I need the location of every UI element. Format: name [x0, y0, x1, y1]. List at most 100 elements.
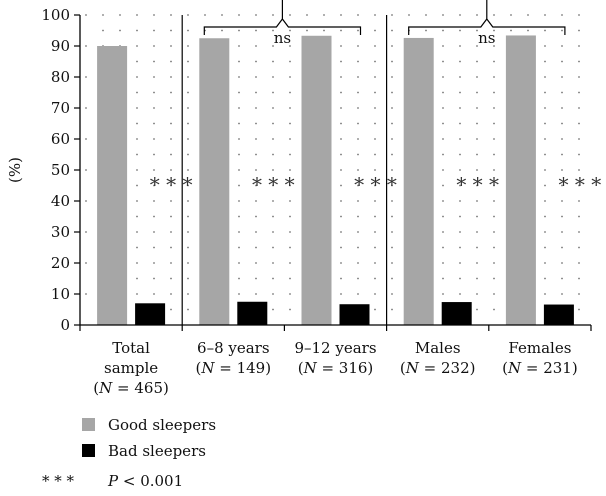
grid-dot — [187, 76, 189, 78]
grid-dot — [136, 153, 138, 156]
grid-dot — [119, 29, 121, 32]
grid-dot — [272, 308, 274, 311]
grid-dot — [204, 14, 206, 16]
legend-label: Good sleepers — [108, 416, 216, 434]
bar-good-sleepers — [199, 38, 230, 325]
grid-dot — [493, 293, 495, 295]
grid-dot — [136, 262, 138, 264]
significance-marker: * * * — [252, 173, 295, 197]
grid-dot — [272, 45, 274, 47]
grid-dot — [170, 29, 172, 32]
grid-dot — [459, 14, 461, 16]
grid-dot — [255, 76, 257, 78]
grid-dot — [544, 138, 546, 140]
grid-dot — [442, 215, 444, 218]
grid-dot — [459, 262, 461, 264]
grid-dot — [238, 231, 240, 233]
bar-bad-sleepers — [135, 303, 166, 325]
grid-dot — [544, 76, 546, 78]
bars — [97, 35, 574, 326]
grid-dot — [561, 45, 563, 47]
grid-dot — [272, 200, 274, 202]
grid-dot — [340, 277, 342, 280]
grid-dot — [255, 184, 257, 187]
grid-dot — [272, 169, 274, 171]
grid-dot — [187, 231, 189, 233]
grid-dot — [119, 14, 121, 16]
grid-dot — [476, 122, 478, 125]
grid-dot — [238, 107, 240, 109]
grid-dot — [289, 169, 291, 171]
grid-dot — [561, 91, 563, 94]
grid-dot — [442, 122, 444, 125]
grid-dot — [255, 45, 257, 47]
grid-dot — [374, 308, 376, 311]
grid-dot — [340, 293, 342, 295]
grid-dot — [578, 29, 580, 32]
comparison-bracket — [408, 18, 566, 35]
grid-dot — [255, 107, 257, 109]
grid-dot — [357, 91, 359, 94]
grid-dot — [374, 246, 376, 249]
grid-dot — [561, 60, 563, 63]
bar-good-sleepers — [97, 46, 128, 325]
grid-dot — [442, 246, 444, 249]
grid-dot — [561, 246, 563, 249]
grid-dot — [391, 308, 393, 311]
grid-dot — [527, 14, 529, 16]
grid-dot — [153, 14, 155, 16]
grid-dot — [357, 231, 359, 233]
grid-dot — [272, 184, 274, 187]
grid-dot — [544, 14, 546, 16]
grid-dot — [578, 262, 580, 264]
comparison-brackets: ns ns — [203, 0, 566, 47]
grid-dot — [544, 60, 546, 63]
grid-dot — [340, 60, 342, 63]
grid-dot — [357, 169, 359, 171]
y-tick-label: 60 — [51, 130, 70, 148]
grid-dot — [187, 200, 189, 202]
grid-dot — [442, 76, 444, 78]
grid-dot — [510, 14, 512, 16]
grid-dot — [272, 215, 274, 218]
grid-dot — [374, 29, 376, 32]
grid-dot — [578, 200, 580, 202]
grid-dot — [391, 184, 393, 187]
y-tick-label: 100 — [41, 6, 70, 24]
grid-dot — [544, 277, 546, 280]
significance-marker: * * * — [354, 173, 397, 197]
grid-dot — [476, 184, 478, 187]
grid-dot — [561, 153, 563, 156]
x-category-label: (N = 232) — [400, 359, 476, 377]
grid-dot — [255, 122, 257, 125]
grid-dot — [289, 45, 291, 47]
grid-dot — [136, 29, 138, 32]
grid-dot — [340, 122, 342, 125]
grid-dot — [391, 277, 393, 280]
grid-dot — [374, 184, 376, 187]
grid-dot — [374, 153, 376, 156]
grid-dot — [153, 107, 155, 109]
grid-dot — [238, 122, 240, 125]
x-category-label: Females — [508, 339, 571, 357]
grid-dot — [459, 215, 461, 218]
grid-dot — [459, 45, 461, 47]
grid-dot — [289, 215, 291, 218]
y-tick-label: 70 — [51, 99, 70, 117]
grid-dot — [357, 200, 359, 202]
grid-dot — [357, 76, 359, 78]
grid-dot — [289, 293, 291, 295]
significance-marker: * * * — [150, 173, 193, 197]
grid-dot — [374, 107, 376, 109]
grid-dot — [272, 14, 274, 16]
grid-dot — [238, 45, 240, 47]
grid-dot — [340, 153, 342, 156]
grid-dot — [561, 122, 563, 125]
grid-dot — [289, 262, 291, 264]
grid-dot — [544, 91, 546, 94]
grid-dot — [459, 153, 461, 156]
grid-dot — [102, 29, 104, 32]
grid-dot — [136, 91, 138, 94]
grid-dot — [459, 200, 461, 202]
grid-dot — [374, 293, 376, 295]
